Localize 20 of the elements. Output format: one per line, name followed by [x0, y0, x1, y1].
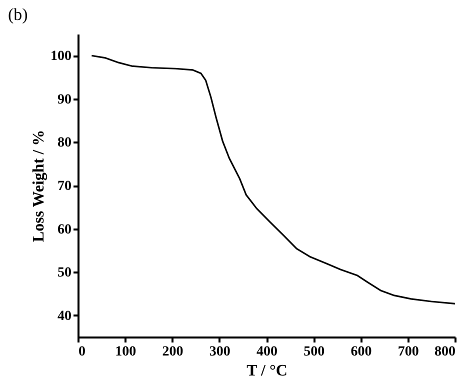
y-tick-label: 50 [58, 266, 72, 281]
line-series [90, 54, 456, 304]
y-tick-label: 40 [58, 308, 72, 324]
x-tick-label: 100 [115, 344, 136, 360]
y-tick-label: 100 [50, 49, 72, 64]
y-tick-label: 80 [58, 136, 72, 151]
y-tick-label: 90 [58, 92, 72, 108]
x-tick-label: 400 [256, 344, 278, 360]
x-tick-label: 500 [304, 344, 325, 360]
text: (b) [8, 5, 28, 24]
x-tick-label: 600 [350, 344, 372, 360]
x-axis-title: T / °C [246, 362, 288, 380]
x-tick-label: 300 [209, 344, 230, 360]
y-axis-title: Loss Weight / % [30, 130, 48, 242]
x-tick-label: 0 [78, 344, 86, 360]
y-tick-label: 70 [58, 179, 72, 194]
x-tick-label: 200 [162, 344, 184, 360]
y-tick-label: 60 [58, 222, 72, 238]
x-tick-label: 800 [434, 344, 456, 360]
x-tick-label: 700 [398, 344, 419, 360]
